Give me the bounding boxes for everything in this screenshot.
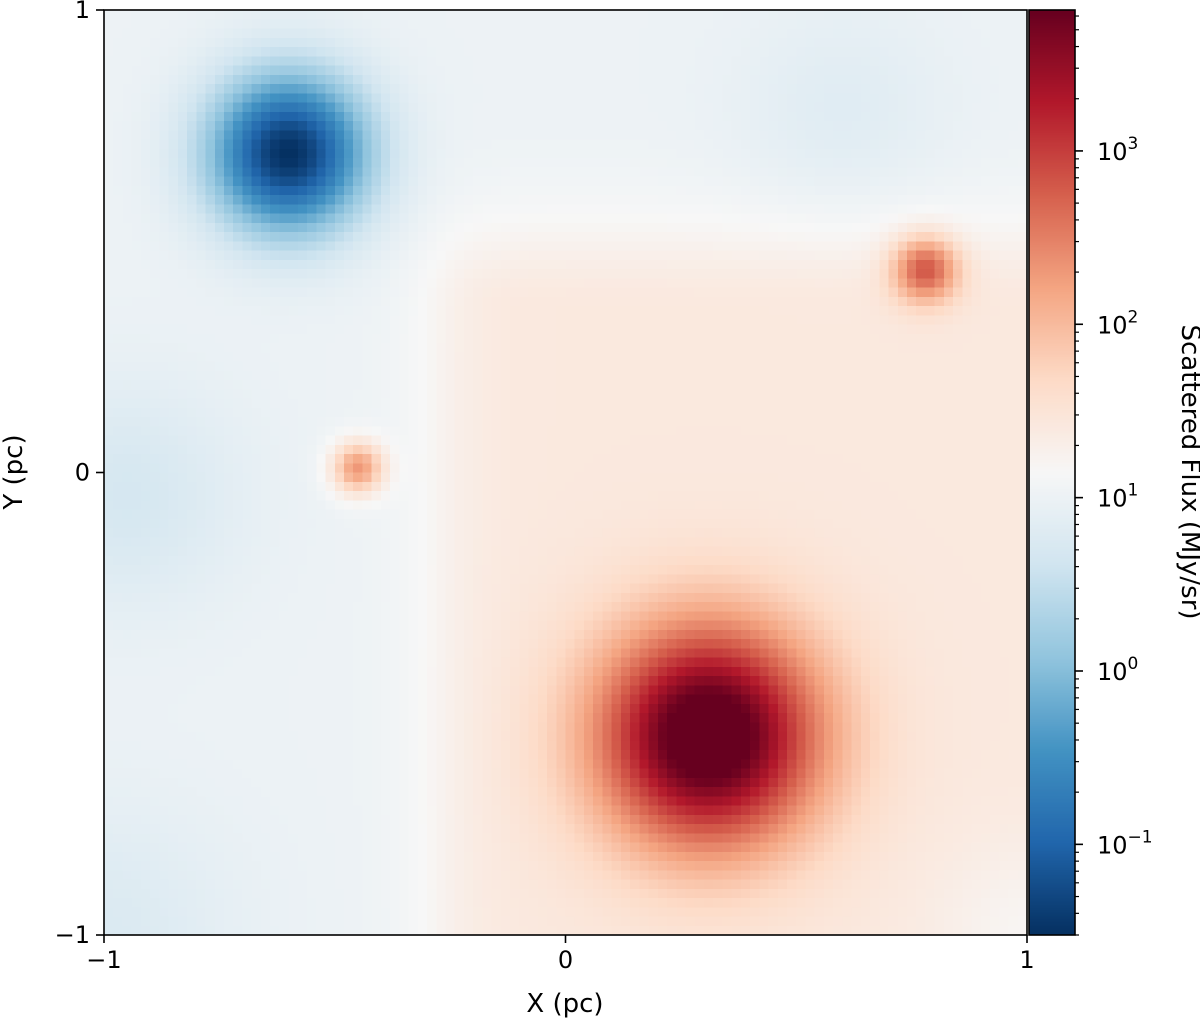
colorbar-frame xyxy=(1028,9,1076,936)
colorbar: 10−1 100 101 102 103 Scattered Flux (MJy/sr) xyxy=(1028,9,1200,936)
x-tick-label: 0 xyxy=(558,946,573,974)
y-tick-label: −1 xyxy=(55,921,90,949)
colorbar-tick-label: 103 xyxy=(1097,134,1138,166)
colorbar-gradient-container xyxy=(1029,10,1075,935)
colorbar-tick-label: 101 xyxy=(1097,481,1138,513)
colorbar-tick-label: 100 xyxy=(1097,654,1138,686)
x-tick-label: −1 xyxy=(86,946,121,974)
y-tick-label: 0 xyxy=(75,459,90,487)
heatmap-image xyxy=(104,10,1027,935)
colorbar-ticks: 10−1 100 101 102 103 xyxy=(1075,15,1153,936)
colorbar-tick-label: 10−1 xyxy=(1097,827,1153,859)
plot-area xyxy=(103,9,1028,936)
y-axis-label: Y (pc) xyxy=(0,434,29,510)
x-tick-label: 1 xyxy=(1019,946,1034,974)
colorbar-label: Scattered Flux (MJy/sr) xyxy=(1175,324,1200,619)
y-tick-label: 1 xyxy=(75,0,90,24)
colorbar-gradient xyxy=(1029,10,1075,935)
heatmap-image-container xyxy=(104,10,1027,935)
colorbar-tick-label: 102 xyxy=(1097,307,1138,339)
y-axis: −1 0 1 xyxy=(55,0,104,949)
x-axis: −1 0 1 xyxy=(86,935,1035,974)
x-axis-label: X (pc) xyxy=(526,989,603,1019)
